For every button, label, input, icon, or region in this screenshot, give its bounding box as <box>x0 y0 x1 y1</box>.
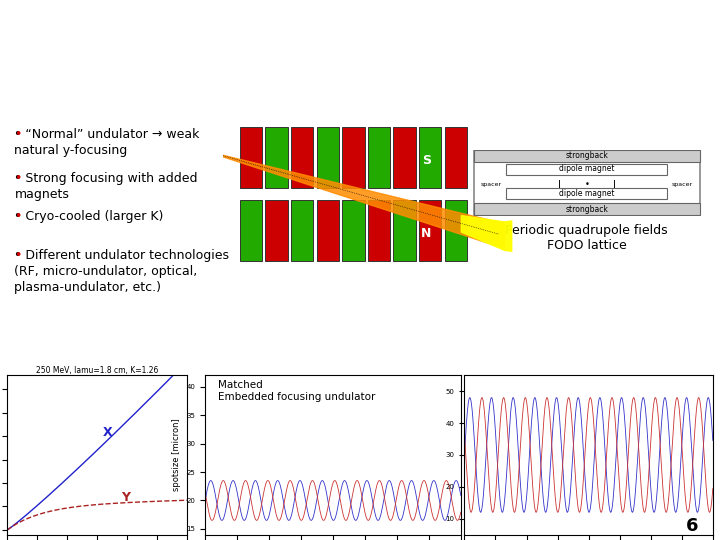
Text: spacer: spacer <box>481 182 502 187</box>
Title: 250 MeV, lamu=1.8 cm, K=1.26: 250 MeV, lamu=1.8 cm, K=1.26 <box>36 366 158 375</box>
Text: dipole magnet: dipole magnet <box>559 165 615 173</box>
Text: Undulator considerations: Undulator considerations <box>201 18 519 38</box>
Text: dipole magnet: dipole magnet <box>559 188 615 198</box>
Text: •: • <box>14 172 22 185</box>
Text: •: • <box>14 249 22 262</box>
Bar <box>317 127 339 188</box>
Text: spacer: spacer <box>672 182 693 187</box>
Bar <box>368 200 390 261</box>
Text: 6: 6 <box>686 517 698 535</box>
Text: • Cryo-cooled (larger K): • Cryo-cooled (larger K) <box>14 210 163 223</box>
Bar <box>419 200 441 261</box>
Bar <box>368 127 390 188</box>
Text: S: S <box>422 154 431 167</box>
Text: Periodic quadrupole fields
FODO lattice: Periodic quadrupole fields FODO lattice <box>505 224 668 252</box>
Bar <box>393 127 416 188</box>
Text: Y: Y <box>121 491 130 504</box>
Text: • “Normal” undulator → weak
natural y-focusing: • “Normal” undulator → weak natural y-fo… <box>14 127 199 157</box>
Bar <box>240 127 262 188</box>
Text: strongback: strongback <box>565 205 608 214</box>
Text: • Strong focusing with added
magnets: • Strong focusing with added magnets <box>14 172 198 201</box>
Bar <box>342 127 365 188</box>
Bar <box>240 200 262 261</box>
Bar <box>444 127 467 188</box>
Text: Matched
Embedded focusing undulator: Matched Embedded focusing undulator <box>218 380 375 402</box>
Bar <box>266 200 288 261</box>
Text: •: • <box>14 127 22 140</box>
Y-axis label: spotsize [micron]: spotsize [micron] <box>172 418 181 491</box>
Text: strongback: strongback <box>565 151 608 160</box>
Text: •: • <box>14 210 22 223</box>
Bar <box>506 164 667 175</box>
Bar <box>444 200 467 261</box>
Bar <box>317 200 339 261</box>
Bar <box>266 127 288 188</box>
Text: I: I <box>558 180 561 190</box>
Bar <box>419 127 441 188</box>
Bar <box>506 187 667 199</box>
Bar <box>393 200 416 261</box>
Text: •: • <box>585 180 589 189</box>
Text: Embedded focusing keeps e-beam small: Embedded focusing keeps e-beam small <box>108 64 612 84</box>
Bar <box>291 200 313 261</box>
Text: • Different undulator technologies
(RF, micro-undulator, optical,
plasma-undulat: • Different undulator technologies (RF, … <box>14 249 230 294</box>
Text: I: I <box>613 180 616 190</box>
Bar <box>474 151 700 162</box>
Text: X: X <box>103 426 113 439</box>
Bar <box>474 203 700 215</box>
Text: N: N <box>421 227 432 240</box>
Bar <box>291 127 313 188</box>
Bar <box>342 200 365 261</box>
